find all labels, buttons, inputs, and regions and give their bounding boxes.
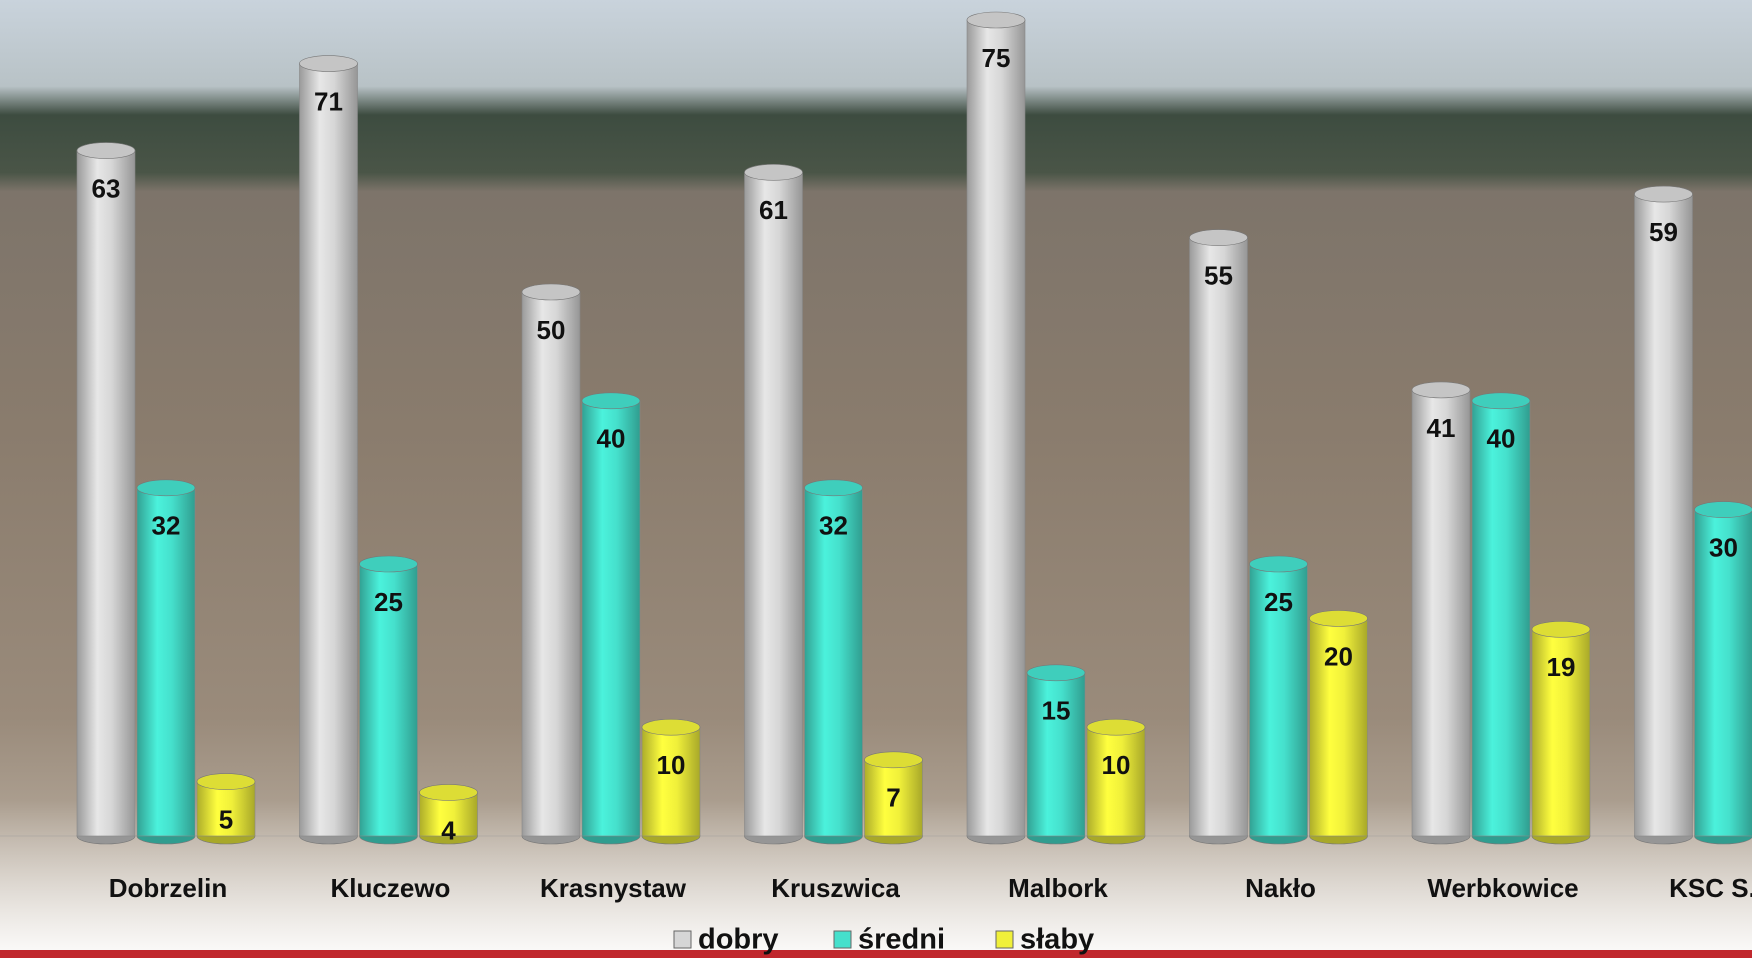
value-label: 10 [657, 750, 686, 780]
bar-top [1694, 501, 1752, 518]
value-label: 71 [314, 86, 343, 116]
x-tick-label: Werbkowice [1427, 873, 1578, 903]
value-label: 50 [537, 315, 566, 345]
value-label: 32 [152, 511, 181, 541]
legend-swatch [833, 930, 852, 949]
bar-top [744, 164, 803, 181]
bar [1026, 672, 1086, 837]
value-label: 63 [92, 173, 121, 203]
value-label: 30 [1709, 532, 1738, 562]
x-tick-label: KSC S.A. [1669, 873, 1752, 903]
value-label: 19 [1547, 652, 1576, 682]
legend-swatch [673, 930, 692, 949]
bar-top [864, 751, 923, 769]
bar-top [1471, 392, 1531, 410]
value-label: 10 [1102, 750, 1131, 780]
value-label: 59 [1649, 217, 1678, 247]
bar-top [966, 11, 1026, 29]
bar [1694, 509, 1752, 837]
bar-top [1086, 718, 1146, 736]
legend-swatch [995, 930, 1014, 949]
bar-top [1634, 185, 1693, 203]
bar [1531, 628, 1591, 837]
bar-top [359, 555, 418, 573]
value-label: 7 [886, 783, 900, 813]
x-tick-label: Malbork [1008, 873, 1108, 903]
value-label: 25 [1264, 587, 1293, 617]
bar-top [1249, 555, 1308, 573]
bar-top [1189, 229, 1248, 246]
bar [744, 172, 803, 837]
bar-top [196, 773, 256, 790]
bar-top [581, 392, 641, 410]
bar [1411, 389, 1471, 837]
plot: Dobrzelin 63 32 5 Kluczewo 71 25 4 Krasnystaw 50 4… [0, 11, 1752, 956]
value-label: 32 [819, 511, 848, 541]
x-tick-label: Dobrzelin [109, 873, 227, 903]
bar-top [1026, 664, 1086, 682]
bar-top [521, 283, 581, 301]
bar [1634, 193, 1693, 837]
bar [1471, 400, 1531, 837]
legend-label: średni [858, 924, 945, 956]
bar-top [641, 718, 701, 736]
x-tick-label: Nakło [1245, 873, 1316, 903]
bar-top [1411, 381, 1471, 399]
value-label: 40 [597, 424, 626, 454]
bar-top [419, 784, 478, 801]
bar [359, 563, 418, 837]
value-label: 5 [219, 804, 233, 834]
bar [1249, 563, 1308, 837]
bar [196, 781, 256, 837]
bar-top [1531, 620, 1591, 638]
legend-label: słaby [1020, 924, 1094, 956]
value-label: 55 [1204, 260, 1233, 290]
x-tick-label: Kruszwica [771, 873, 900, 903]
bar [521, 291, 581, 837]
value-label: 75 [982, 43, 1011, 73]
bar [1189, 237, 1248, 837]
x-tick-label: Kluczewo [331, 873, 451, 903]
value-label: 61 [759, 195, 788, 225]
legend-label: dobry [698, 924, 779, 956]
bar [76, 150, 136, 837]
bar [581, 400, 641, 837]
bar-top [299, 55, 358, 72]
bottom-line [0, 950, 1752, 958]
bar [1309, 618, 1368, 837]
bar [864, 759, 923, 837]
value-label: 40 [1487, 424, 1516, 454]
bar [1086, 726, 1146, 837]
bar-top [1309, 610, 1368, 627]
value-label: 15 [1042, 696, 1071, 726]
x-tick-label: Krasnystaw [540, 873, 687, 903]
bar-top [804, 479, 863, 497]
bar [299, 63, 358, 837]
bar-top [76, 142, 136, 159]
value-label: 41 [1427, 413, 1456, 443]
bar [641, 726, 701, 837]
bar [804, 487, 863, 837]
value-label: 25 [374, 587, 403, 617]
bar-top [136, 479, 196, 497]
value-label: 20 [1324, 641, 1353, 671]
bar [966, 19, 1026, 837]
value-label: 4 [441, 815, 456, 845]
